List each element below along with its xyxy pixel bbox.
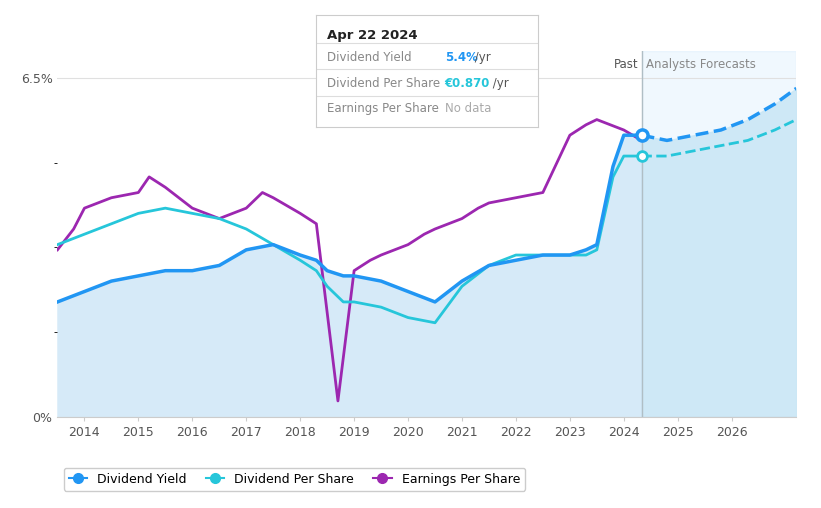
- Text: /yr: /yr: [471, 51, 491, 64]
- Text: Earnings Per Share: Earnings Per Share: [327, 103, 439, 115]
- Text: Dividend Per Share: Dividend Per Share: [327, 77, 440, 90]
- Text: No data: No data: [445, 103, 491, 115]
- Text: 5.4%: 5.4%: [445, 51, 478, 64]
- Bar: [641, 51, 796, 417]
- Text: €0.870: €0.870: [445, 77, 490, 90]
- Legend: Dividend Yield, Dividend Per Share, Earnings Per Share: Dividend Yield, Dividend Per Share, Earn…: [64, 468, 525, 491]
- Text: Past: Past: [614, 58, 639, 71]
- Text: Analysts Forecasts: Analysts Forecasts: [646, 58, 756, 71]
- Text: /yr: /yr: [489, 77, 509, 90]
- Text: Dividend Yield: Dividend Yield: [327, 51, 412, 64]
- Text: Apr 22 2024: Apr 22 2024: [327, 28, 418, 42]
